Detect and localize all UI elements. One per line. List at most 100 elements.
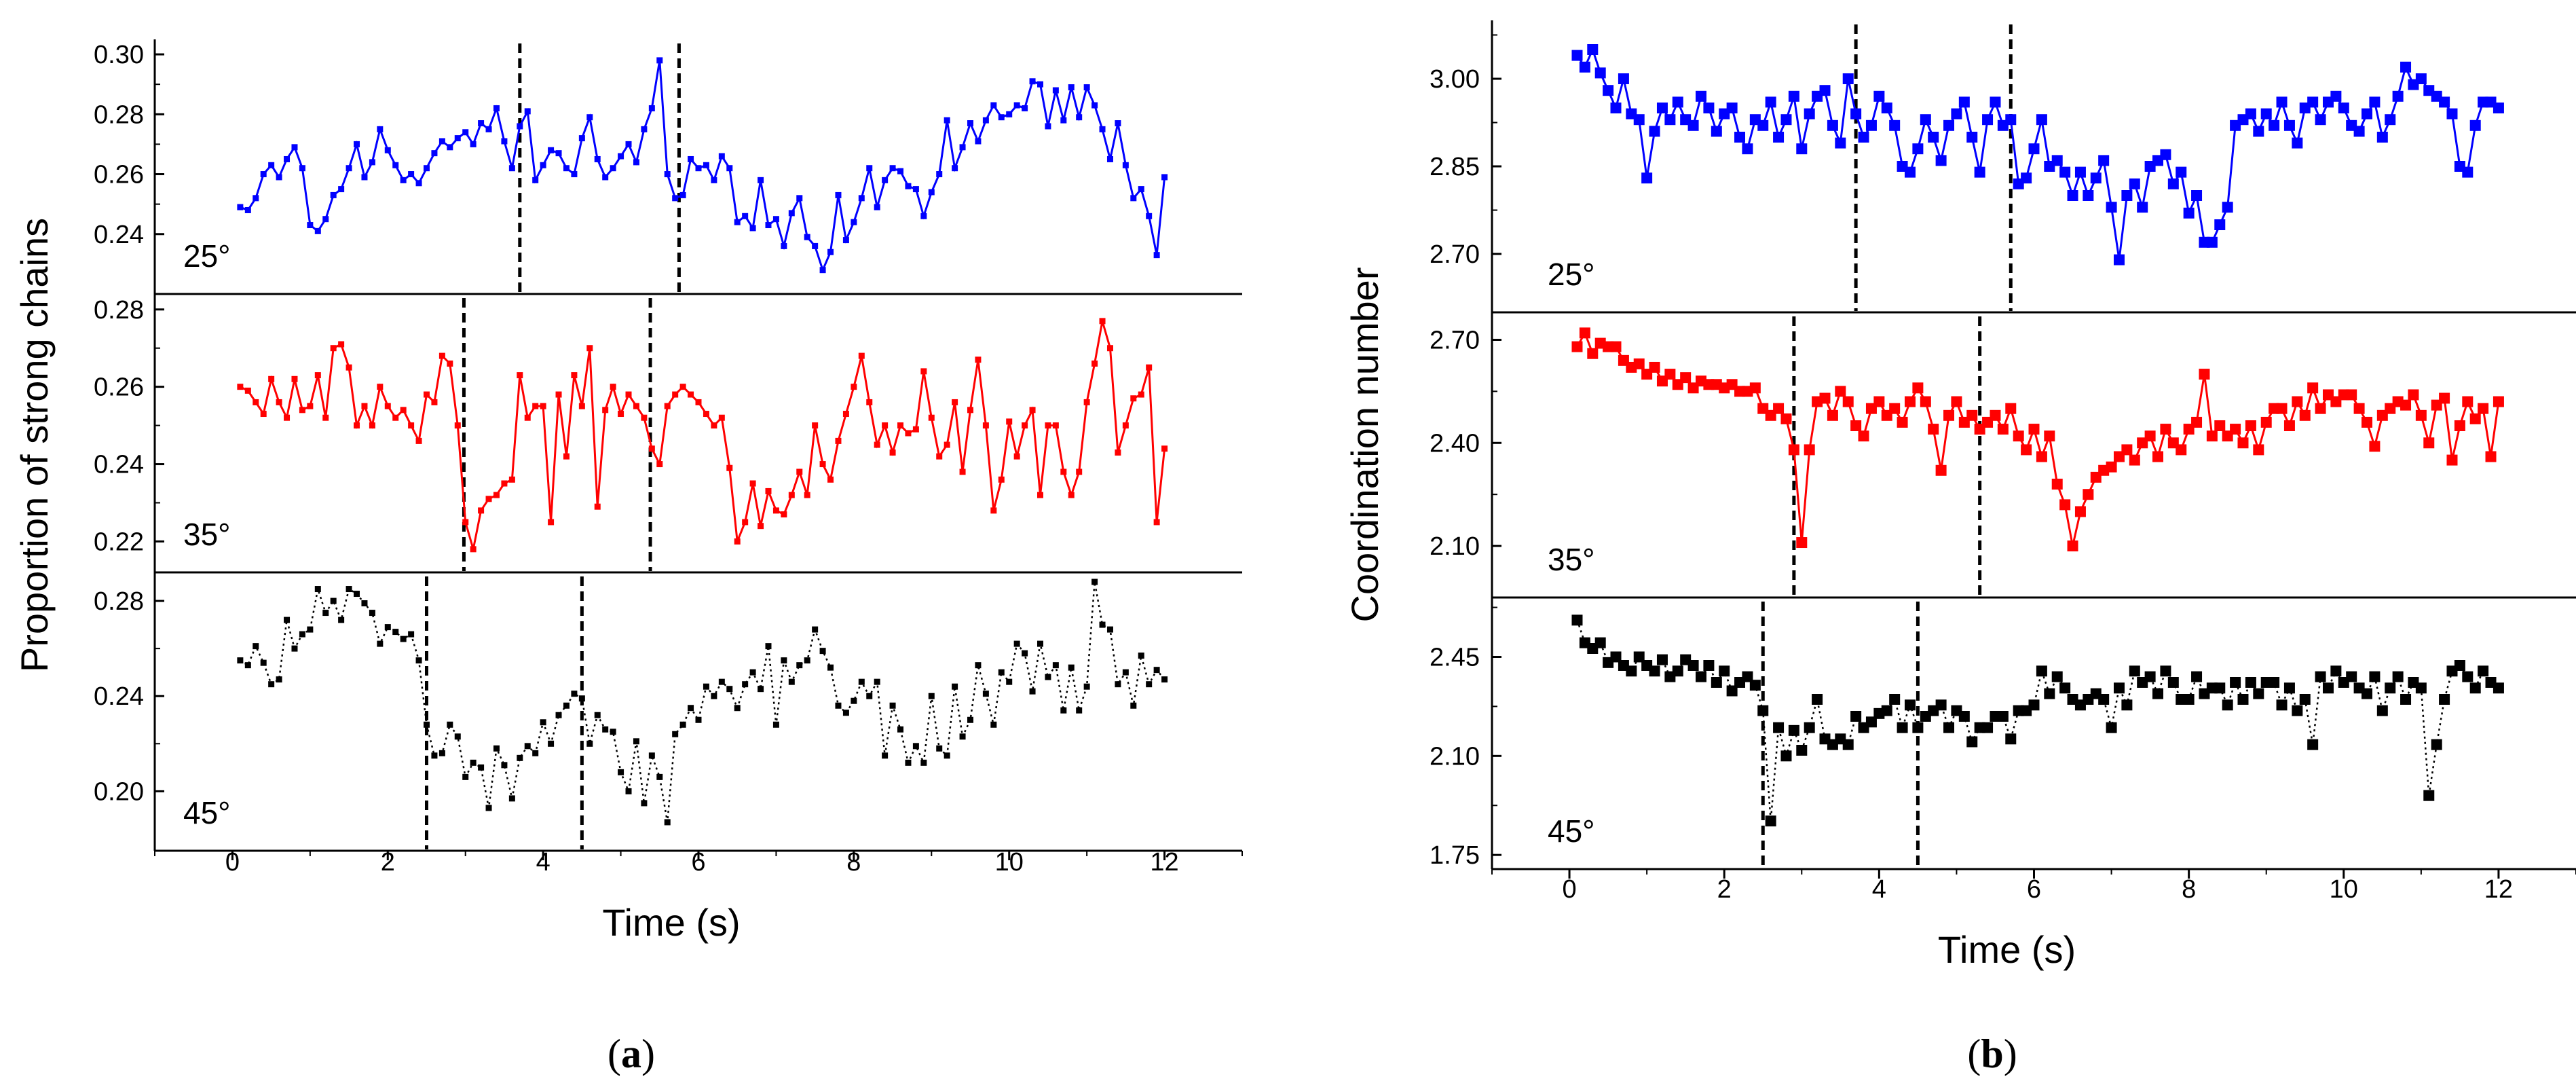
data-point	[975, 662, 982, 669]
data-point	[361, 174, 368, 181]
data-point	[2392, 90, 2404, 102]
data-point	[1804, 444, 1815, 456]
data-point	[2059, 499, 2071, 511]
data-point	[734, 705, 741, 712]
data-point	[508, 165, 515, 172]
data-point	[2152, 451, 2164, 462]
data-point	[1633, 114, 1645, 126]
data-point	[1889, 403, 1901, 414]
data-point	[314, 372, 321, 379]
data-point	[625, 391, 632, 398]
data-point	[618, 769, 624, 775]
x-tick-label: 12	[1150, 848, 1178, 877]
data-point	[1773, 403, 1785, 414]
data-point	[1656, 654, 1668, 665]
x-tick-label: 12	[2484, 875, 2513, 904]
data-point	[726, 165, 733, 172]
data-point	[524, 108, 531, 115]
data-point	[555, 150, 562, 157]
data-point	[2469, 682, 2481, 694]
data-point	[749, 225, 756, 232]
data-point	[1037, 492, 1043, 498]
data-point	[1076, 114, 1083, 121]
data-point	[284, 414, 291, 421]
data-point	[1719, 665, 1730, 677]
data-point	[2369, 96, 2381, 108]
data-point	[1664, 369, 1676, 380]
data-point	[842, 237, 849, 244]
data-point	[959, 144, 966, 151]
data-point	[508, 476, 515, 483]
data-point	[1990, 96, 2001, 108]
data-point	[2167, 677, 2179, 688]
data-point	[299, 631, 305, 638]
data-point	[788, 678, 795, 685]
x-tick-label: 8	[846, 848, 861, 877]
series-line	[1576, 330, 2500, 547]
data-point	[1788, 444, 1799, 456]
data-point	[2415, 409, 2427, 421]
data-point	[1796, 537, 1808, 549]
data-point	[2478, 403, 2489, 414]
data-point	[1850, 108, 1862, 119]
data-point	[354, 422, 360, 429]
data-point	[1633, 651, 1645, 663]
data-point	[1138, 391, 1144, 398]
data-point	[338, 341, 345, 348]
data-point	[2059, 682, 2071, 694]
data-point	[2400, 694, 2412, 705]
data-point	[2051, 671, 2063, 682]
data-point	[2152, 688, 2164, 699]
y-tick-label: 0.28	[94, 296, 144, 325]
data-point	[758, 686, 764, 693]
data-point	[1943, 119, 1955, 131]
data-point	[1920, 396, 1931, 407]
data-point	[1115, 681, 1121, 688]
data-point	[284, 155, 291, 162]
data-point	[369, 610, 375, 617]
panel-2: 1.75 2.10 2.45 45°	[1430, 602, 2576, 870]
data-point	[532, 177, 539, 183]
data-point	[354, 591, 360, 597]
data-point	[703, 683, 709, 690]
data-point	[2230, 424, 2241, 435]
series-line	[240, 60, 1166, 273]
data-point	[905, 759, 912, 766]
data-point	[1842, 739, 1854, 750]
data-point	[346, 586, 352, 593]
data-point	[1889, 119, 1901, 131]
data-point	[1045, 123, 1051, 130]
data-point	[835, 702, 842, 709]
data-point	[1904, 699, 1916, 711]
x-tick-label: 10	[2330, 875, 2358, 904]
data-point	[2260, 108, 2272, 119]
data-point	[641, 800, 648, 807]
data-point	[1083, 683, 1090, 690]
data-point	[517, 123, 523, 130]
data-point	[610, 729, 616, 735]
data-point	[377, 384, 384, 390]
data-point	[2245, 108, 2256, 119]
data-point	[920, 759, 927, 766]
data-point	[1958, 96, 1970, 108]
data-point	[322, 610, 329, 617]
data-point	[1904, 166, 1916, 178]
data-point	[2113, 682, 2125, 694]
data-point	[1858, 132, 1869, 143]
series-line	[240, 320, 1166, 550]
data-point	[772, 507, 779, 514]
data-point	[276, 676, 282, 683]
data-point	[2005, 403, 2017, 414]
data-point	[485, 126, 492, 132]
data-point	[2067, 540, 2078, 552]
data-point	[959, 468, 966, 475]
data-point	[2469, 119, 2481, 131]
data-point	[990, 507, 997, 514]
data-point	[1060, 117, 1067, 124]
data-point	[524, 414, 531, 421]
data-point	[1889, 694, 1901, 705]
data-point	[819, 461, 826, 468]
data-point	[2385, 682, 2396, 694]
data-point	[524, 743, 531, 750]
